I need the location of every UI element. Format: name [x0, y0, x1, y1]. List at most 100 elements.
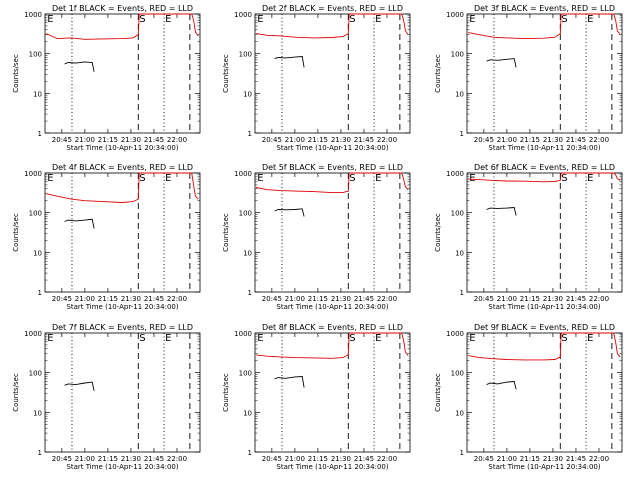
- event-marker-label: E: [587, 173, 593, 184]
- x-tick-label: 21:15: [520, 295, 540, 303]
- y-tick-label: 100: [239, 210, 252, 218]
- x-tick-label: 21:30: [121, 295, 141, 303]
- event-marker-label: E: [257, 333, 263, 344]
- event-marker-label: E: [47, 333, 53, 344]
- y-tick-label: 1000: [234, 11, 252, 19]
- plot-frame: [254, 332, 411, 453]
- event-marker-label: E: [587, 14, 593, 25]
- x-axis-label: Start Time (10-Apr-11 20:34:00): [276, 144, 388, 152]
- x-tick-label: 21:15: [98, 295, 118, 303]
- panel-title: Det 5f BLACK = Events, RED = LLD: [262, 163, 403, 172]
- lld-series-line: [256, 172, 409, 194]
- y-tick-label: 10: [243, 409, 252, 417]
- x-tick-label: 21:30: [121, 455, 141, 463]
- x-tick-label: 21:45: [354, 455, 374, 463]
- y-tick-label: 1: [248, 130, 252, 138]
- y-tick-label: 1: [460, 130, 464, 138]
- y-tick-label: 1000: [24, 170, 42, 178]
- y-tick-label: 1000: [446, 170, 464, 178]
- x-tick-label: 22:00: [589, 295, 609, 303]
- y-tick-label: 100: [451, 210, 464, 218]
- x-tick-label: 20:45: [474, 455, 494, 463]
- x-axis-label: Start Time (10-Apr-11 20:34:00): [66, 303, 178, 311]
- y-axis-label: Counts/sec: [222, 213, 230, 252]
- panel-title: Det 1f BLACK = Events, RED = LLD: [52, 4, 193, 13]
- event-marker-label: E: [257, 14, 263, 25]
- event-marker-label: E: [469, 14, 475, 25]
- x-tick-label: 20:45: [52, 295, 72, 303]
- x-tick-label: 22:00: [167, 455, 187, 463]
- y-tick-label: 10: [33, 90, 42, 98]
- event-marker-label: S: [349, 173, 355, 184]
- lld-series-line: [46, 13, 199, 40]
- x-tick-label: 21:00: [75, 136, 95, 144]
- lld-series-line: [468, 332, 621, 361]
- y-tick-label: 10: [243, 90, 252, 98]
- y-tick-label: 1000: [446, 330, 464, 338]
- x-tick-label: 21:45: [354, 295, 374, 303]
- y-tick-label: 1000: [446, 11, 464, 19]
- events-series-line: [274, 56, 305, 68]
- y-axis-label: Counts/sec: [222, 373, 230, 412]
- y-tick-label: 1000: [24, 330, 42, 338]
- x-tick-label: 21:45: [566, 295, 586, 303]
- x-tick-label: 21:00: [285, 295, 305, 303]
- events-series-line: [486, 58, 517, 68]
- x-tick-label: 20:45: [262, 295, 282, 303]
- y-tick-label: 1: [38, 130, 42, 138]
- x-tick-label: 21:30: [121, 136, 141, 144]
- y-tick-label: 10: [455, 90, 464, 98]
- panel-title: Det 6f BLACK = Events, RED = LLD: [474, 163, 615, 172]
- event-marker-label: E: [47, 14, 53, 25]
- y-tick-label: 1: [248, 449, 252, 457]
- events-series-line: [486, 207, 517, 216]
- x-tick-label: 21:00: [285, 136, 305, 144]
- y-tick-label: 100: [451, 370, 464, 378]
- x-tick-label: 21:00: [497, 455, 517, 463]
- y-tick-label: 1: [38, 289, 42, 297]
- x-tick-label: 22:00: [167, 136, 187, 144]
- detector-panel-1: Det 1f BLACK = Events, RED = LLD 1 10 100 10…: [12, 4, 201, 152]
- x-tick-label: 21:00: [285, 455, 305, 463]
- event-marker-label: S: [139, 333, 145, 344]
- detector-panel-6: Det 6f BLACK = Events, RED = LLD 1 10 100 10…: [434, 163, 623, 311]
- plot-frame: [44, 13, 201, 134]
- detector-panel-2: Det 2f BLACK = Events, RED = LLD 1 10 100 10…: [222, 4, 411, 152]
- y-tick-label: 100: [239, 370, 252, 378]
- event-marker-label: S: [139, 14, 145, 25]
- x-axis-label: Start Time (10-Apr-11 20:34:00): [276, 463, 388, 471]
- y-tick-label: 10: [33, 409, 42, 417]
- detector-panel-5: Det 5f BLACK = Events, RED = LLD 1 10 100 10…: [222, 163, 411, 311]
- y-axis-label: Counts/sec: [222, 54, 230, 93]
- lld-series-line: [256, 332, 409, 359]
- event-marker-label: S: [561, 173, 567, 184]
- y-tick-label: 100: [451, 51, 464, 59]
- x-axis-label: Start Time (10-Apr-11 20:34:00): [488, 303, 600, 311]
- y-axis-label: Counts/sec: [12, 213, 20, 252]
- x-tick-label: 20:45: [474, 136, 494, 144]
- y-tick-label: 100: [29, 210, 42, 218]
- panel-title: Det 2f BLACK = Events, RED = LLD: [262, 4, 403, 13]
- event-marker-label: S: [139, 173, 145, 184]
- x-tick-label: 21:30: [331, 136, 351, 144]
- x-tick-label: 21:15: [308, 295, 328, 303]
- x-tick-label: 22:00: [167, 295, 187, 303]
- y-tick-label: 10: [455, 249, 464, 257]
- events-series-line: [64, 61, 95, 72]
- event-marker-label: E: [165, 14, 171, 25]
- event-marker-label: E: [469, 333, 475, 344]
- x-axis-label: Start Time (10-Apr-11 20:34:00): [488, 144, 600, 152]
- lld-series-line: [46, 172, 199, 203]
- x-axis-label: Start Time (10-Apr-11 20:34:00): [488, 463, 600, 471]
- y-tick-label: 1000: [234, 170, 252, 178]
- x-tick-label: 20:45: [262, 455, 282, 463]
- y-tick-label: 1: [248, 289, 252, 297]
- y-tick-label: 1000: [234, 330, 252, 338]
- y-tick-label: 1000: [24, 11, 42, 19]
- x-tick-label: 21:45: [144, 295, 164, 303]
- x-tick-label: 20:45: [52, 455, 72, 463]
- events-series-line: [486, 381, 517, 390]
- x-tick-label: 22:00: [377, 455, 397, 463]
- event-marker-label: E: [375, 14, 381, 25]
